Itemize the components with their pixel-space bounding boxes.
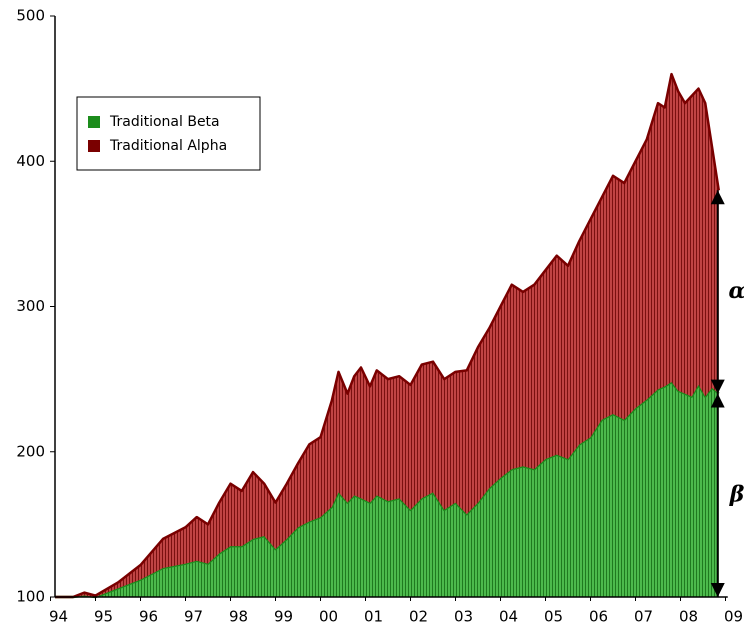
legend-swatch (88, 140, 100, 152)
x-tick-label: 94 (49, 608, 68, 625)
area-outline (55, 72, 720, 599)
x-tick-label: 00 (319, 608, 338, 625)
y-tick-label: 200 (16, 442, 45, 460)
x-tick-label: 99 (274, 608, 293, 625)
x-tick-label: 03 (454, 608, 473, 625)
y-tick-label: 100 (16, 588, 45, 606)
x-tick-label: 07 (634, 608, 653, 625)
x-tick-label: 95 (94, 608, 113, 625)
legend-swatch (88, 116, 100, 128)
x-tick-label: 97 (184, 608, 203, 625)
x-tick-label: 09 (724, 608, 743, 625)
area (55, 382, 719, 597)
x-tick-label: 06 (589, 608, 608, 625)
x-tick-label: 96 (139, 608, 158, 625)
x-tick-label: 04 (499, 608, 518, 625)
x-tick-label: 98 (229, 608, 248, 625)
y-tick-label: 300 (16, 297, 45, 315)
annotation: α (729, 278, 744, 304)
x-tick-label: 05 (544, 608, 563, 625)
legend-box (76, 96, 261, 171)
y-tick-label: 500 (16, 7, 45, 25)
y-tick-label: 400 (16, 152, 45, 170)
x-tick-label: 02 (409, 608, 428, 625)
legend-label: Traditional Beta (109, 114, 220, 130)
legend: Traditional Beta Traditional Alpha (76, 96, 261, 171)
legend-label: Traditional Alpha (109, 138, 227, 154)
x-tick-label: 08 (679, 608, 698, 625)
x-tick-label: 01 (364, 608, 383, 625)
annotation: β (729, 481, 744, 507)
area (55, 74, 719, 598)
